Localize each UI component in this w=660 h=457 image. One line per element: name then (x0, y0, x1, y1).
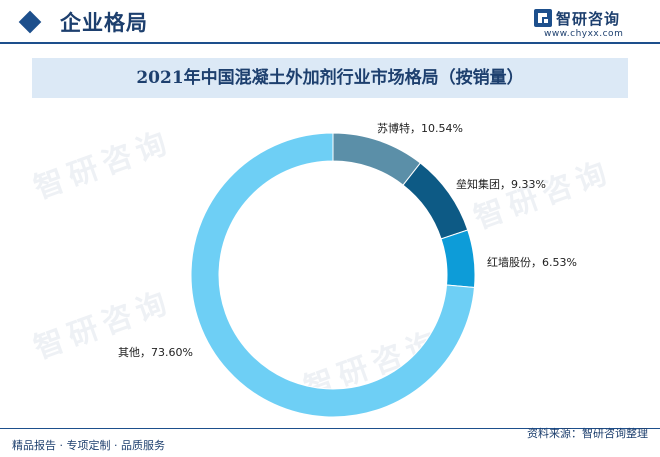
brand-url: www.chyxx.com (544, 29, 624, 39)
slice-lei (402, 162, 469, 240)
slice-hongqiang (440, 229, 476, 289)
chart-title-band: 2021年中国混凝土外加剂行业市场格局（按销量） (32, 58, 628, 98)
chart-title: 2021年中国混凝土外加剂行业市场格局（按销量） (136, 68, 524, 88)
footer-source: 资料来源：智研咨询整理 (527, 427, 648, 440)
slice-suzhou (332, 132, 422, 186)
label-lei: 垒知集团，9.33% (456, 177, 546, 191)
donut-chart: 苏博特，10.54% 垒知集团，9.33% 红墙股份，6.53% 其他，73.60% (118, 121, 577, 418)
diamond-icon (18, 10, 42, 34)
label-hongqiang: 红墙股份，6.53% (487, 255, 577, 269)
brand-logo-icon (534, 9, 552, 27)
footer-tagline: 精品报告 · 专项定制 · 品质服务 (12, 439, 165, 452)
footer-rule (0, 428, 660, 429)
header-rule (0, 42, 660, 44)
section-title: 企业格局 (60, 11, 148, 35)
label-suzhou: 苏博特，10.54% (377, 121, 463, 135)
brand: 智研咨询 www.chyxx.com (534, 8, 644, 42)
brand-name: 智研咨询 (556, 10, 621, 28)
label-other: 其他，73.60% (118, 346, 193, 359)
slice-other (190, 132, 475, 418)
header: 企业格局 智研咨询 www.chyxx.com (0, 0, 660, 44)
